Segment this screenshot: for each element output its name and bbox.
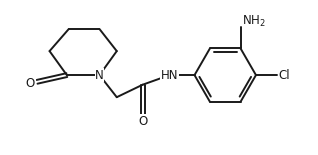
Text: HN: HN <box>161 69 178 82</box>
Text: O: O <box>138 115 147 128</box>
Text: O: O <box>26 77 35 90</box>
Text: N: N <box>95 69 104 82</box>
Text: Cl: Cl <box>278 69 290 82</box>
Text: NH$_2$: NH$_2$ <box>242 14 265 29</box>
